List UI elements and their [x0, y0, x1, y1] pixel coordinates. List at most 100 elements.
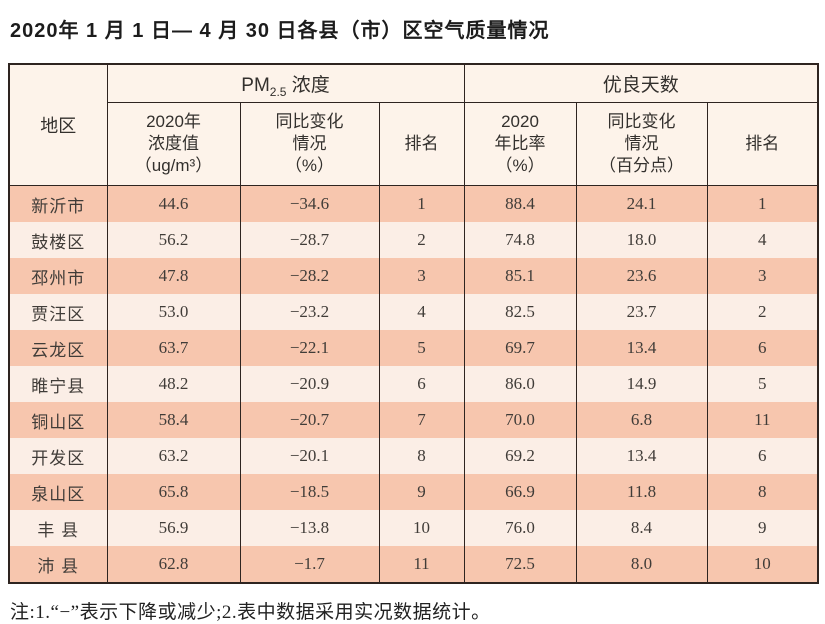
good-ratio-cell: 82.5 — [463, 294, 577, 330]
region-cell: 睢宁县 — [8, 366, 108, 402]
pm-value-cell: 63.7 — [106, 330, 241, 366]
good-rank-cell: 10 — [706, 546, 819, 583]
table-row: 开发区 63.2 −20.1 8 69.2 13.4 6 — [8, 438, 819, 474]
good-ratio-cell: 72.5 — [463, 546, 577, 583]
pm-value-cell: 62.8 — [106, 546, 241, 583]
region-cell: 邳州市 — [8, 258, 108, 294]
good-rank-cell: 11 — [706, 402, 819, 438]
good-rank-cell: 9 — [706, 510, 819, 546]
good-change-cell: 13.4 — [575, 330, 708, 366]
good-change-cell: 18.0 — [575, 222, 708, 258]
good-ratio-cell: 69.2 — [463, 438, 577, 474]
pm-rank-cell: 9 — [378, 474, 465, 510]
table-header: 地区 PM2.5 浓度 优良天数 2020年 浓度值 （ug/m³） 同比变化 … — [8, 63, 819, 186]
good-change-cell: 8.4 — [575, 510, 708, 546]
pm-change-cell: −23.2 — [239, 294, 380, 330]
pm-value-cell: 65.8 — [106, 474, 241, 510]
good-change-cell: 6.8 — [575, 402, 708, 438]
good-ratio-cell: 70.0 — [463, 402, 577, 438]
table-row: 铜山区 58.4 −20.7 7 70.0 6.8 11 — [8, 402, 819, 438]
good-ratio-cell: 76.0 — [463, 510, 577, 546]
good-rank-cell: 8 — [706, 474, 819, 510]
table-row: 鼓楼区 56.2 −28.7 2 74.8 18.0 4 — [8, 222, 819, 258]
pm-rank-cell: 1 — [378, 185, 465, 222]
good-change-cell: 24.1 — [575, 185, 708, 222]
pm-change-cell: −1.7 — [239, 546, 380, 583]
pm-rank-cell: 7 — [378, 402, 465, 438]
good-change-cell: 14.9 — [575, 366, 708, 402]
region-cell: 贾汪区 — [8, 294, 108, 330]
page-title: 2020年 1 月 1 日— 4 月 30 日各县（市）区空气质量情况 — [10, 20, 550, 42]
pm-label-suffix: 浓度 — [286, 75, 330, 96]
pm-rank-cell: 2 — [378, 222, 465, 258]
header-pm-change: 同比变化 情况 （%） — [239, 102, 380, 186]
header-good-rank: 排名 — [706, 102, 819, 186]
air-quality-table: 地区 PM2.5 浓度 优良天数 2020年 浓度值 （ug/m³） 同比变化 … — [8, 63, 820, 584]
pm-value-cell: 44.6 — [106, 185, 241, 222]
pm-rank-cell: 6 — [378, 366, 465, 402]
pm-change-cell: −18.5 — [239, 474, 380, 510]
pm-value-cell: 47.8 — [106, 258, 241, 294]
table-row: 贾汪区 53.0 −23.2 4 82.5 23.7 2 — [8, 294, 819, 330]
good-change-cell: 8.0 — [575, 546, 708, 583]
good-ratio-cell: 86.0 — [463, 366, 577, 402]
good-change-cell: 23.7 — [575, 294, 708, 330]
pm-change-cell: −22.1 — [239, 330, 380, 366]
region-cell: 丰 县 — [8, 510, 108, 546]
region-cell: 铜山区 — [8, 402, 108, 438]
pm-rank-cell: 3 — [378, 258, 465, 294]
header-good-change: 同比变化 情况 （百分点） — [575, 102, 708, 186]
good-rank-cell: 6 — [706, 330, 819, 366]
good-rank-cell: 6 — [706, 438, 819, 474]
header-good-days-group: 优良天数 — [463, 63, 819, 103]
good-ratio-cell: 66.9 — [463, 474, 577, 510]
good-ratio-cell: 85.1 — [463, 258, 577, 294]
table-row: 泉山区 65.8 −18.5 9 66.9 11.8 8 — [8, 474, 819, 510]
pm-change-cell: −20.1 — [239, 438, 380, 474]
region-cell: 开发区 — [8, 438, 108, 474]
header-pm-rank: 排名 — [378, 102, 465, 186]
good-change-cell: 23.6 — [575, 258, 708, 294]
header-good-ratio: 2020 年比率 （%） — [463, 102, 577, 186]
table-row: 睢宁县 48.2 −20.9 6 86.0 14.9 5 — [8, 366, 819, 402]
pm-change-cell: −20.7 — [239, 402, 380, 438]
pm-value-cell: 48.2 — [106, 366, 241, 402]
region-cell: 云龙区 — [8, 330, 108, 366]
good-change-cell: 13.4 — [575, 438, 708, 474]
header-pm-value: 2020年 浓度值 （ug/m³） — [106, 102, 241, 186]
pm-value-cell: 63.2 — [106, 438, 241, 474]
pm-change-cell: −28.2 — [239, 258, 380, 294]
good-rank-cell: 1 — [706, 185, 819, 222]
pm-change-cell: −13.8 — [239, 510, 380, 546]
pm-rank-cell: 11 — [378, 546, 465, 583]
good-change-cell: 11.8 — [575, 474, 708, 510]
pm-rank-cell: 5 — [378, 330, 465, 366]
region-cell: 沛 县 — [8, 546, 108, 583]
header-region: 地区 — [8, 63, 108, 186]
good-ratio-cell: 69.7 — [463, 330, 577, 366]
pm-rank-cell: 8 — [378, 438, 465, 474]
good-ratio-cell: 74.8 — [463, 222, 577, 258]
pm-change-cell: −20.9 — [239, 366, 380, 402]
table-body: 新沂市 44.6 −34.6 1 88.4 24.1 1 鼓楼区 56.2 −28.7 2 74.8 1… — [8, 185, 819, 583]
region-cell: 鼓楼区 — [8, 222, 108, 258]
table-row: 沛 县 62.8 −1.7 11 72.5 8.0 10 — [8, 546, 819, 583]
table-row: 新沂市 44.6 −34.6 1 88.4 24.1 1 — [8, 185, 819, 222]
pm-value-cell: 56.2 — [106, 222, 241, 258]
pm-value-cell: 53.0 — [106, 294, 241, 330]
table-row: 云龙区 63.7 −22.1 5 69.7 13.4 6 — [8, 330, 819, 366]
table-row: 邳州市 47.8 −28.2 3 85.1 23.6 3 — [8, 258, 819, 294]
pm-change-cell: −28.7 — [239, 222, 380, 258]
pm-label-prefix: PM — [241, 75, 270, 96]
footnote: 注:1.“−”表示下降或减少;2.表中数据采用实况数据统计。 — [10, 602, 491, 623]
pm-value-cell: 56.9 — [106, 510, 241, 546]
pm-change-cell: −34.6 — [239, 185, 380, 222]
region-cell: 新沂市 — [8, 185, 108, 222]
good-rank-cell: 3 — [706, 258, 819, 294]
good-rank-cell: 5 — [706, 366, 819, 402]
good-rank-cell: 2 — [706, 294, 819, 330]
table-row: 丰 县 56.9 −13.8 10 76.0 8.4 9 — [8, 510, 819, 546]
pm-value-cell: 58.4 — [106, 402, 241, 438]
good-rank-cell: 4 — [706, 222, 819, 258]
